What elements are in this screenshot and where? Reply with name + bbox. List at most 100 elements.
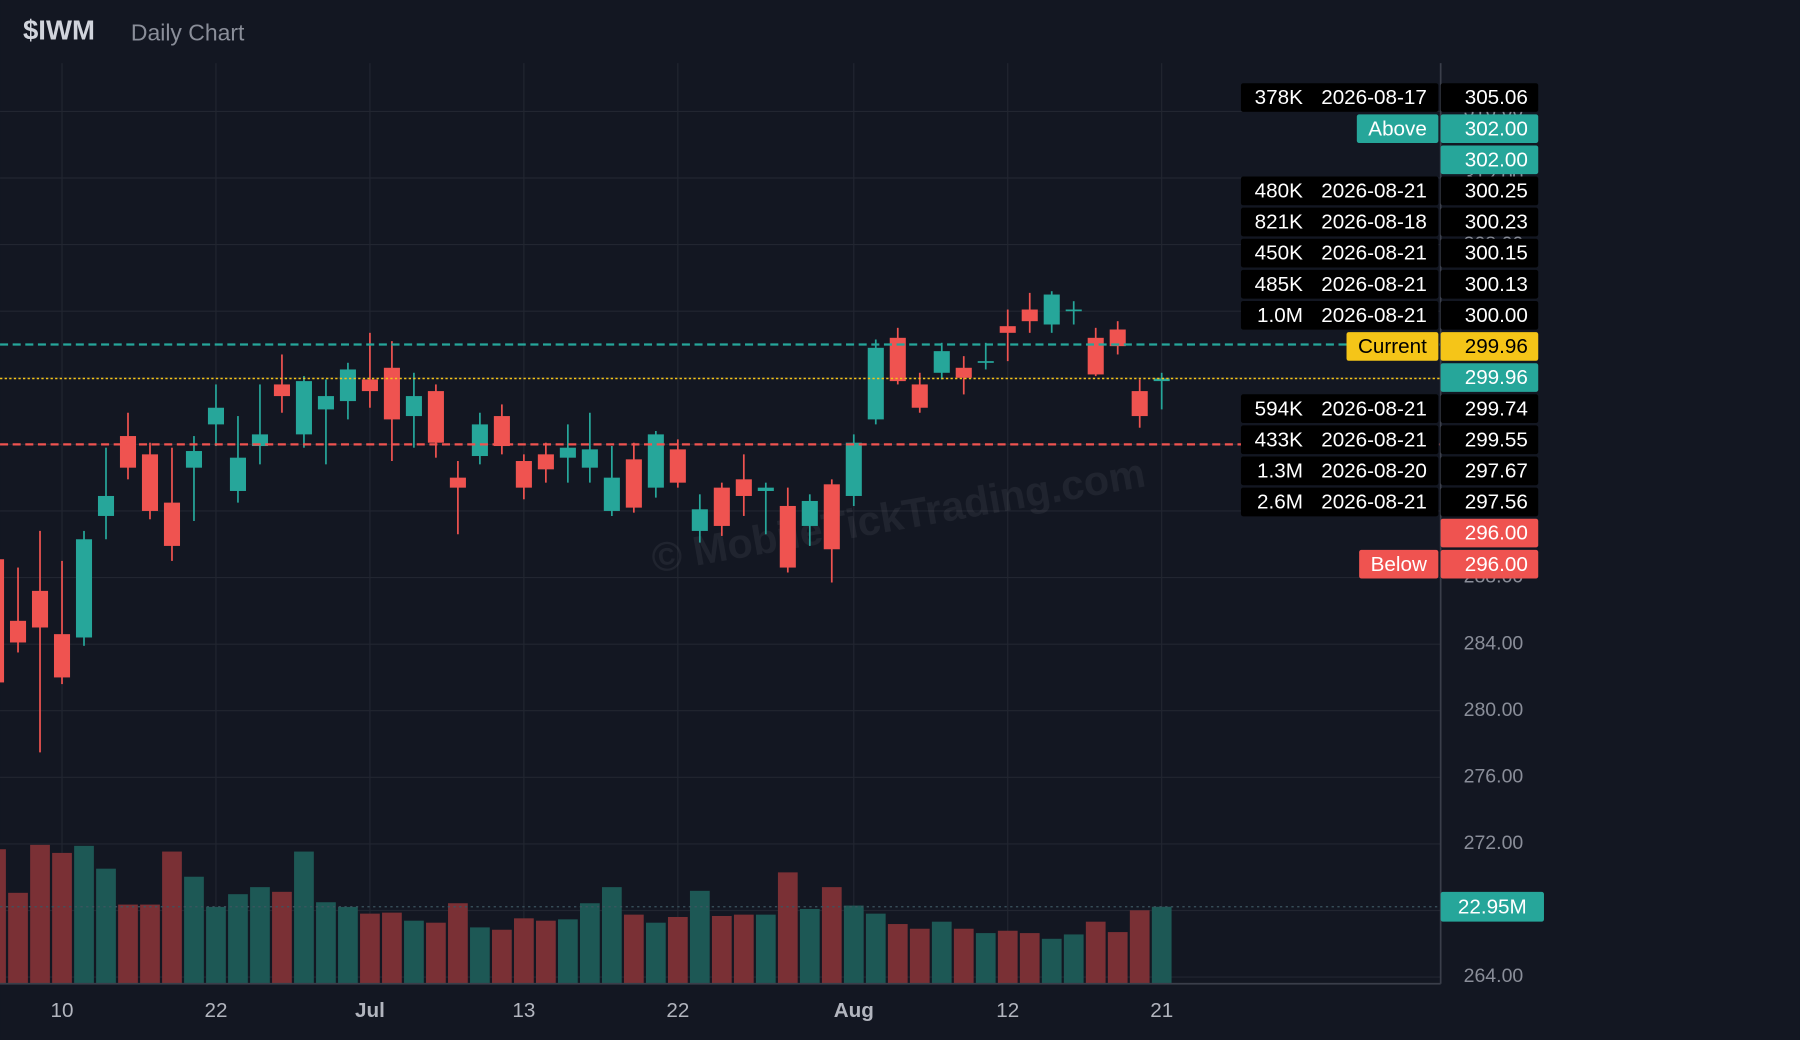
volume-bar — [667, 916, 688, 984]
x-tick-label: 22 — [666, 999, 689, 1022]
price-tag-label: 299.96 — [1465, 335, 1528, 358]
order-date: 2026-08-21 — [1321, 273, 1427, 296]
candle-body — [1021, 309, 1038, 322]
volume-bar — [777, 872, 798, 984]
volume-bar — [96, 868, 116, 984]
volume-bar — [184, 876, 204, 984]
volume-bar — [623, 914, 644, 984]
volume-bar — [8, 892, 28, 984]
volume-bar — [118, 904, 138, 984]
candle-body — [603, 477, 620, 511]
candle-body — [1153, 378, 1170, 382]
candle-body — [625, 459, 642, 508]
candle-body — [295, 381, 312, 435]
volume-bar — [338, 906, 358, 984]
price-tag-label: 300.00 — [1465, 304, 1528, 327]
order-date: 2026-08-21 — [1321, 179, 1427, 202]
candle-body — [999, 326, 1016, 333]
price-tag — [1440, 269, 1539, 299]
order-box — [1240, 207, 1439, 237]
candle-body — [735, 479, 752, 496]
x-tick-label: 22 — [204, 999, 227, 1022]
order-box — [1240, 300, 1439, 330]
candle-body — [845, 442, 862, 496]
price-tag-label: 299.55 — [1465, 428, 1528, 451]
y-tick-label: 280.00 — [1464, 699, 1524, 721]
order-qty: 821K — [1255, 211, 1303, 234]
candle-body — [581, 449, 598, 468]
volume-bar — [711, 915, 732, 984]
order-date: 2026-08-21 — [1321, 491, 1427, 514]
chart-title: $IWM — [23, 14, 95, 45]
order-box — [1240, 269, 1439, 299]
candle-body — [933, 351, 950, 373]
candle-body — [141, 454, 159, 511]
candle-body — [1087, 337, 1104, 375]
volume-bar — [799, 908, 820, 984]
price-tag — [1440, 145, 1539, 175]
volume-bar — [536, 920, 556, 984]
price-tag — [1440, 363, 1539, 392]
order-date: 2026-08-18 — [1321, 211, 1427, 234]
candle-body — [0, 559, 5, 683]
price-tag-label: 300.23 — [1465, 211, 1528, 234]
order-qty: 594K — [1255, 397, 1303, 420]
candle-body — [185, 451, 203, 468]
order-box — [1240, 425, 1439, 455]
volume-bar — [470, 927, 490, 984]
volume-bar — [1063, 934, 1084, 984]
order-qty: 450K — [1255, 242, 1303, 265]
price-tag-label: 302.00 — [1465, 148, 1528, 171]
candle-body — [405, 396, 422, 417]
volume-bar — [601, 887, 622, 984]
candle-body — [559, 447, 576, 458]
price-tag-label: 305.06 — [1465, 86, 1528, 109]
candle-body — [163, 502, 181, 546]
candle-body — [339, 369, 356, 402]
level-name-box — [1359, 549, 1439, 579]
volume-bar — [931, 921, 952, 984]
candle-body — [471, 424, 488, 457]
price-tag — [1440, 176, 1539, 206]
volume-bar — [316, 902, 336, 984]
candle-body — [9, 620, 27, 643]
candle-body — [229, 457, 246, 491]
price-tag-label: 300.13 — [1465, 273, 1528, 296]
candle-body — [361, 379, 378, 392]
order-date: 2026-08-21 — [1321, 428, 1427, 451]
order-qty: 378K — [1255, 86, 1303, 109]
volume-bar — [250, 887, 270, 984]
price-tag — [1440, 207, 1539, 237]
order-qty: 433K — [1255, 428, 1303, 451]
level-name-box — [1346, 332, 1439, 361]
price-tag-label: 300.15 — [1465, 242, 1528, 265]
candle-body — [75, 539, 93, 638]
level-name: Current — [1358, 335, 1427, 358]
level-name: Below — [1371, 553, 1427, 576]
overlay-layer: 264.00268.00272.00276.00280.00284.00288.… — [51, 83, 1544, 1022]
volume-bar — [272, 891, 292, 984]
candle-body — [515, 461, 532, 488]
candle-body — [779, 505, 796, 568]
volume-bar — [887, 924, 908, 984]
y-tick-label: 284.00 — [1464, 632, 1524, 654]
order-qty: 1.3M — [1257, 459, 1303, 482]
candle-body — [1109, 329, 1126, 347]
price-tag — [1440, 549, 1539, 579]
price-tag-label: 297.56 — [1465, 491, 1528, 514]
candle-body — [1065, 309, 1082, 312]
candle-body — [119, 436, 137, 468]
x-tick-label: 12 — [996, 999, 1019, 1022]
volume-bar — [821, 887, 842, 984]
candle-body — [1131, 391, 1148, 417]
order-date: 2026-08-20 — [1321, 459, 1427, 482]
price-tag — [1440, 394, 1539, 424]
volume-bar — [206, 906, 226, 984]
price-tag-label: 297.67 — [1465, 459, 1528, 482]
candle-body — [53, 634, 71, 678]
volume-bar — [140, 904, 160, 984]
volume-bar — [360, 913, 380, 984]
level-name: Above — [1368, 117, 1427, 140]
volume-bar — [909, 928, 930, 984]
